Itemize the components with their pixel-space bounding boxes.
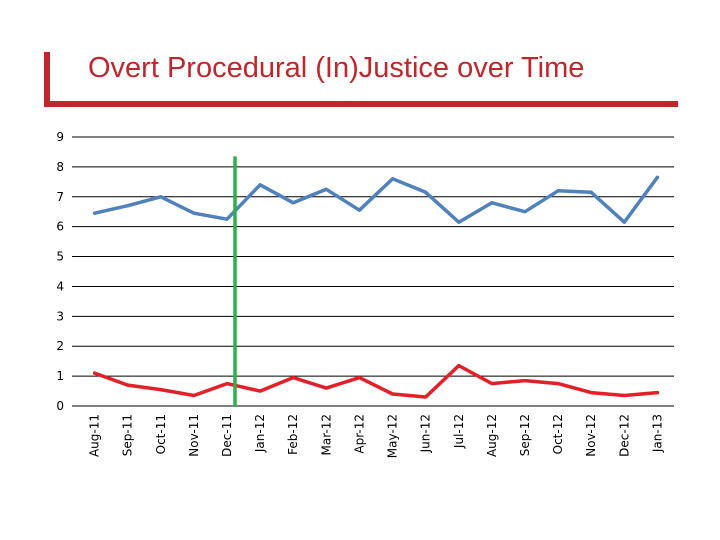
series-1-point bbox=[655, 175, 659, 179]
x-tick-label: Mar-12 bbox=[319, 414, 333, 455]
x-tick-label: Sep-12 bbox=[518, 414, 532, 456]
series-2-point bbox=[225, 382, 229, 386]
series-2-point bbox=[523, 379, 527, 383]
series-1-point bbox=[291, 201, 295, 205]
series-2-point bbox=[556, 382, 560, 386]
series-1-point bbox=[589, 190, 593, 194]
y-tick-label: 1 bbox=[56, 369, 64, 383]
y-tick-label: 9 bbox=[56, 130, 64, 144]
series-2-point bbox=[490, 382, 494, 386]
x-tick-label: Dec-12 bbox=[617, 414, 631, 457]
series-2-point bbox=[655, 391, 659, 395]
series-1-point bbox=[225, 217, 229, 221]
y-tick-label: 0 bbox=[56, 399, 64, 413]
x-tick-label: Feb-12 bbox=[286, 414, 300, 455]
series-1-point bbox=[556, 189, 560, 193]
series-1-point bbox=[457, 220, 461, 224]
y-tick-label: 4 bbox=[56, 279, 64, 293]
y-axis-ticks: 0 1 2 3 4 5 6 7 8 9 bbox=[56, 130, 64, 413]
title-accent-bar-left bbox=[44, 52, 50, 104]
series-2-point bbox=[622, 394, 626, 398]
series bbox=[92, 175, 660, 399]
series-1-point bbox=[391, 177, 395, 181]
series-1-point bbox=[159, 195, 163, 199]
x-tick-label: Sep-11 bbox=[121, 414, 135, 456]
x-tick-label: Aug-12 bbox=[485, 414, 499, 457]
series-2-point bbox=[291, 376, 295, 380]
series-1-point bbox=[424, 190, 428, 194]
y-tick-label: 6 bbox=[56, 220, 64, 234]
x-tick-label: Jan-12 bbox=[253, 414, 267, 453]
y-tick-label: 7 bbox=[56, 190, 64, 204]
x-tick-label: Jun-12 bbox=[419, 414, 433, 453]
x-tick-label: May-12 bbox=[386, 414, 400, 458]
slide-title: Overt Procedural (In)Justice over Time bbox=[88, 52, 585, 84]
series-2-point bbox=[457, 364, 461, 368]
series-line-2 bbox=[92, 363, 660, 399]
x-tick-label: Aug-11 bbox=[88, 414, 102, 457]
series-2-point bbox=[192, 394, 196, 398]
x-tick-label: Dec-11 bbox=[220, 414, 234, 457]
series-2-point bbox=[424, 395, 428, 399]
series-1-point bbox=[192, 211, 196, 215]
x-tick-label: Jul-12 bbox=[452, 414, 466, 449]
series-line-1 bbox=[92, 175, 660, 224]
series-2-point bbox=[391, 392, 395, 396]
x-tick-label: Nov-12 bbox=[584, 414, 598, 457]
series-2-point bbox=[357, 376, 361, 380]
y-tick-label: 3 bbox=[56, 309, 64, 323]
y-tick-label: 8 bbox=[56, 160, 64, 174]
series-1-point bbox=[622, 220, 626, 224]
x-tick-label: Nov-11 bbox=[187, 414, 201, 457]
gridlines bbox=[72, 136, 674, 407]
series-1-point bbox=[258, 183, 262, 187]
series-1-point bbox=[523, 210, 527, 214]
x-tick-label: Apr-12 bbox=[352, 414, 366, 454]
series-2-point bbox=[93, 371, 97, 375]
series-1-point bbox=[357, 208, 361, 212]
series-2-point bbox=[324, 386, 328, 390]
x-tick-label: Oct-11 bbox=[154, 414, 168, 454]
y-tick-label: 2 bbox=[56, 339, 64, 353]
y-tick-label: 5 bbox=[56, 250, 64, 264]
series-2-point bbox=[589, 391, 593, 395]
x-tick-label: Jan-13 bbox=[650, 414, 664, 453]
series-1-point bbox=[490, 201, 494, 205]
series-1-point bbox=[93, 211, 97, 215]
series-1-point bbox=[324, 187, 328, 191]
x-axis-ticks: Aug-11 Sep-11 Oct-11 Nov-11 Dec-11 Jan-12 Feb-… bbox=[88, 414, 665, 458]
series-2-point bbox=[126, 383, 130, 387]
title-accent-bar-bottom bbox=[44, 101, 678, 107]
x-tick-label: Oct-12 bbox=[551, 414, 565, 454]
series-1-point bbox=[126, 204, 130, 208]
series-2-point bbox=[258, 389, 262, 393]
series-2-point bbox=[159, 388, 163, 392]
